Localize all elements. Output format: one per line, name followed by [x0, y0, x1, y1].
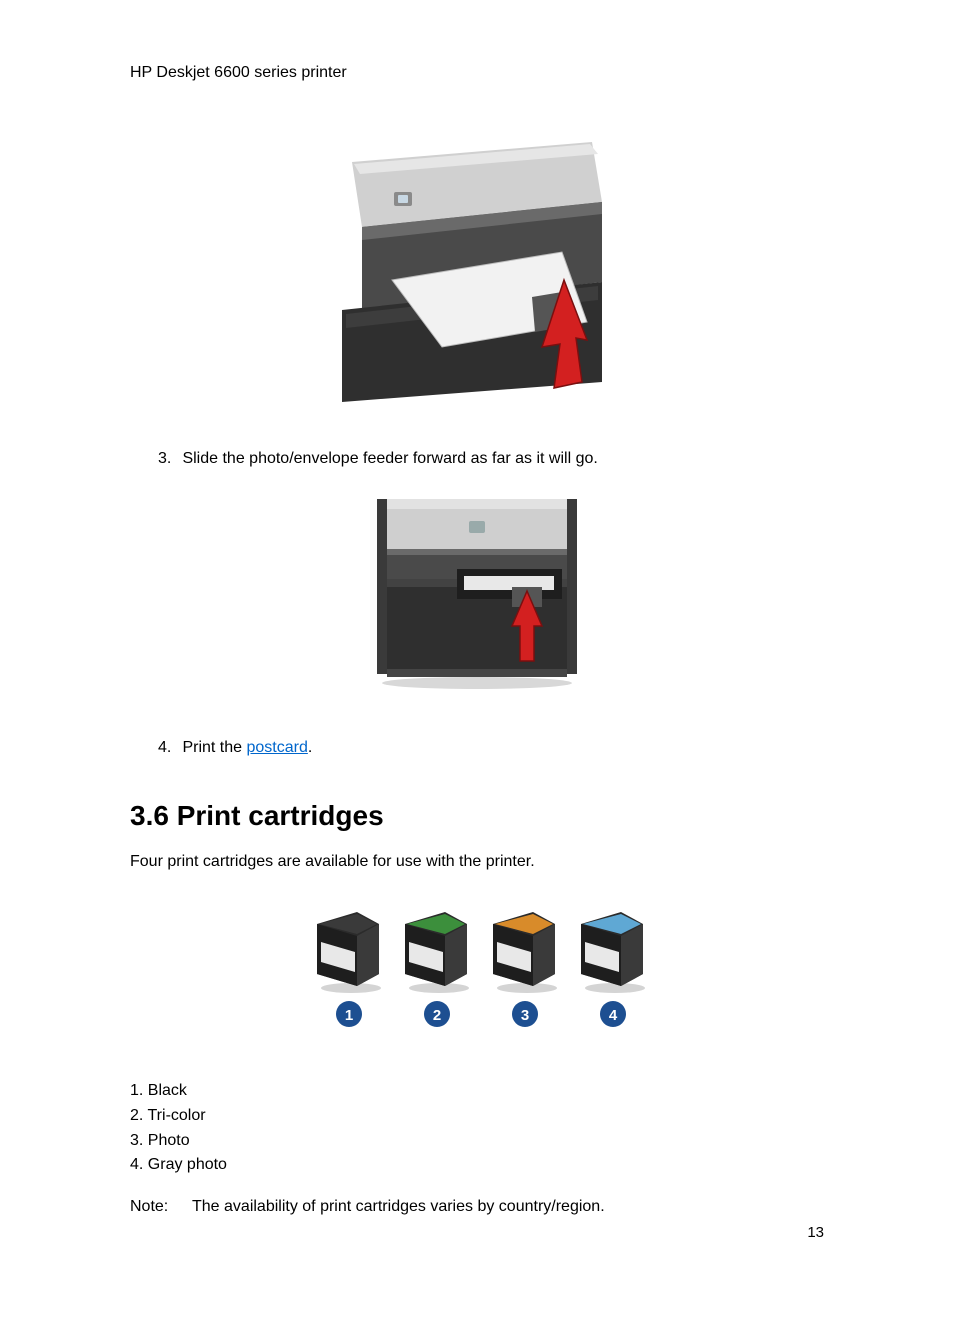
- step-4-posttext: .: [308, 739, 312, 756]
- figure-feeder-paper: [130, 132, 824, 407]
- note: Note: The availability of print cartridg…: [130, 1198, 824, 1216]
- step-3-number: 3.: [158, 447, 178, 471]
- step-4-number: 4.: [158, 736, 178, 760]
- svg-text:4: 4: [609, 1007, 618, 1024]
- postcard-link[interactable]: postcard: [246, 739, 307, 756]
- svg-text:3: 3: [521, 1007, 529, 1024]
- page-header-title: HP Deskjet 6600 series printer: [130, 64, 824, 82]
- step-4: 4. Print the postcard.: [158, 736, 824, 760]
- step-3-text: Slide the photo/envelope feeder forward …: [182, 450, 597, 467]
- legend-item: 3. Photo: [130, 1129, 824, 1154]
- cartridge-legend: 1. Black 2. Tri-color 3. Photo 4. Gray p…: [130, 1079, 824, 1178]
- svg-text:1: 1: [345, 1007, 353, 1024]
- step-3: 3. Slide the photo/envelope feeder forwa…: [158, 447, 824, 471]
- legend-item: 2. Tri-color: [130, 1104, 824, 1129]
- figure-feeder-slide: [130, 491, 824, 696]
- page-number: 13: [807, 1224, 824, 1241]
- note-text: The availability of print cartridges var…: [192, 1198, 605, 1216]
- legend-item: 4. Gray photo: [130, 1153, 824, 1178]
- legend-item: 1. Black: [130, 1079, 824, 1104]
- figure-cartridges: 1 2 3 4: [130, 894, 824, 1039]
- step-4-pretext: Print the: [182, 739, 246, 756]
- section-heading: 3.6 Print cartridges: [130, 800, 824, 832]
- section-intro: Four print cartridges are available for …: [130, 850, 824, 874]
- svg-text:2: 2: [433, 1007, 441, 1024]
- note-label: Note:: [130, 1198, 192, 1216]
